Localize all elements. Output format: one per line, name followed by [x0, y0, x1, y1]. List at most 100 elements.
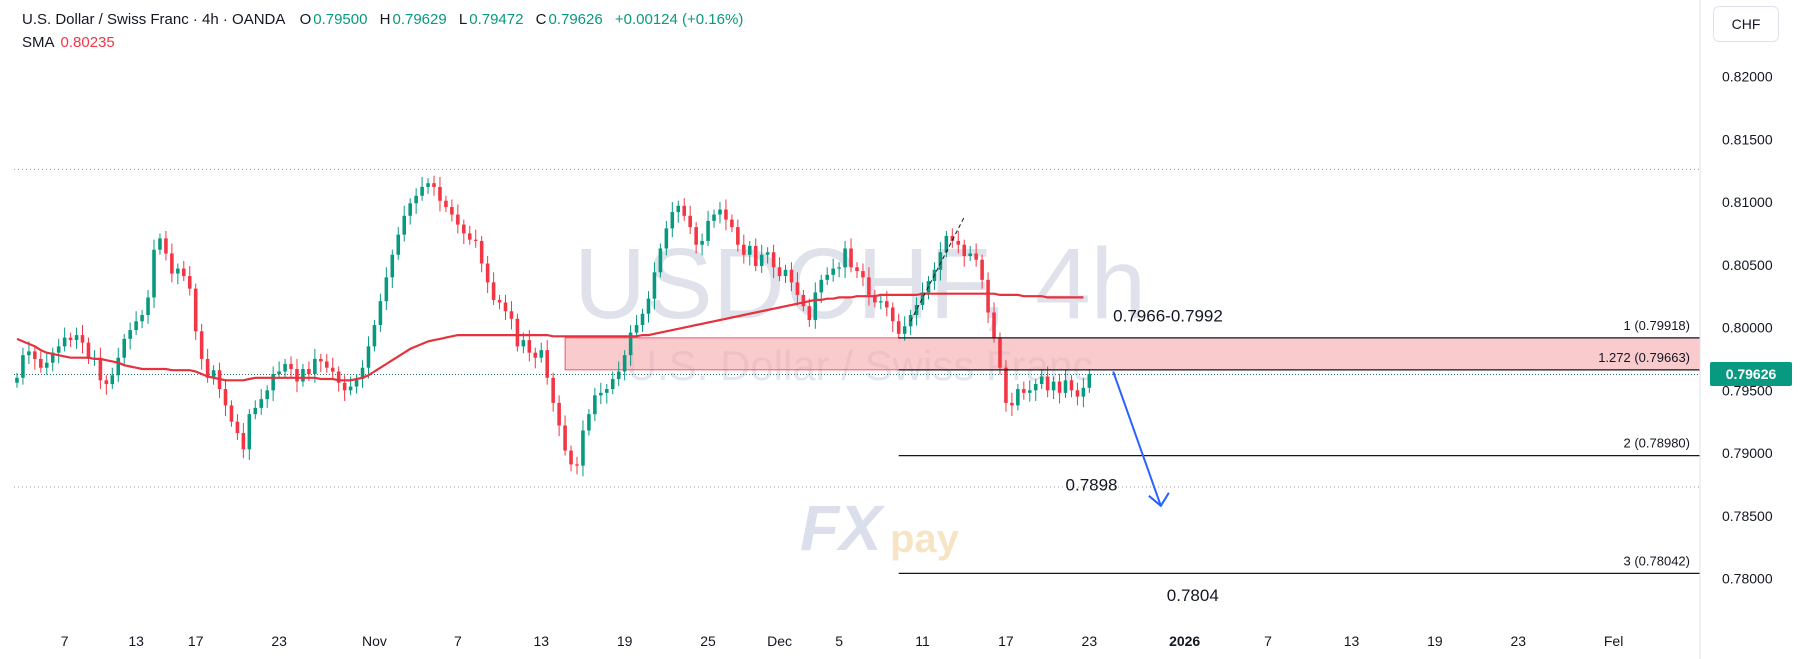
candle-body — [211, 370, 216, 378]
x-tick-label: 17 — [188, 633, 204, 649]
candle-body — [616, 371, 621, 380]
candle-body — [682, 205, 687, 216]
candle-body — [1004, 367, 1008, 403]
candle-body — [247, 414, 252, 450]
candle-body — [563, 425, 567, 451]
candle-body — [336, 371, 341, 383]
candle-body — [1045, 376, 1050, 391]
candle-body — [1039, 376, 1044, 385]
candle-body — [837, 267, 841, 269]
candle-body — [86, 342, 91, 359]
candle-body — [301, 368, 305, 382]
x-tick-label: 23 — [1082, 633, 1098, 649]
candle-body — [277, 371, 281, 374]
candle-body — [634, 325, 639, 333]
fib-level-label: 3 (0.78042) — [1624, 553, 1691, 568]
candle-body — [98, 357, 103, 381]
candle-body — [384, 277, 389, 302]
candle-body — [515, 318, 520, 347]
y-tick-label: 0.80000 — [1722, 320, 1773, 336]
candle-body — [414, 195, 418, 204]
candle-body — [980, 259, 984, 280]
x-tick-label: 7 — [454, 633, 462, 649]
fib-level-label: 2 (0.78980) — [1624, 436, 1691, 451]
x-tick-label: 19 — [617, 633, 633, 649]
currency-button[interactable]: CHF — [1713, 6, 1779, 42]
candle-body — [444, 200, 448, 208]
candle-body — [885, 301, 889, 308]
candle-body — [74, 335, 79, 341]
change-value: +0.00124 (+0.16%) — [614, 11, 744, 28]
down-arrow — [1112, 371, 1162, 507]
candle-body — [479, 240, 484, 264]
candle-body — [968, 253, 972, 256]
x-tick-label: Nov — [362, 633, 387, 649]
price-axis[interactable]: 0.82000 0.81500 0.81000 0.80500 0.80000 0.795… — [1722, 68, 1773, 586]
candle-body — [843, 248, 847, 268]
candle-body — [759, 254, 764, 267]
sma-path — [16, 292, 1084, 382]
candle-body — [575, 464, 579, 466]
candle-body — [158, 238, 162, 250]
x-tick-label: 19 — [1427, 633, 1443, 649]
candle-body — [801, 294, 806, 307]
candle-body — [319, 358, 323, 362]
x-tick-label: 7 — [1264, 633, 1272, 649]
candle-body — [527, 340, 532, 353]
candle-body — [545, 350, 549, 378]
candle-body — [896, 321, 901, 334]
candle-body — [104, 380, 109, 385]
candle-body — [694, 227, 698, 245]
candle-body — [402, 215, 407, 235]
candle-body — [432, 183, 436, 187]
candle-body — [313, 358, 317, 374]
candle-body — [116, 357, 121, 376]
candle-body — [795, 282, 800, 295]
sma-label: SMA — [22, 34, 55, 51]
candle-body — [21, 355, 25, 378]
candle-body — [170, 253, 174, 274]
candle-body — [366, 346, 371, 368]
candle-body — [1051, 381, 1056, 391]
y-tick-label: 0.78500 — [1722, 508, 1773, 524]
candle-body — [944, 235, 949, 253]
candle-body — [152, 249, 156, 298]
x-tick-label: 13 — [533, 633, 549, 649]
y-tick-label: 0.81000 — [1722, 194, 1773, 210]
candle-body — [1057, 381, 1062, 393]
legend-sma[interactable]: SMA 0.80235 — [22, 34, 115, 51]
candle-body — [539, 350, 544, 358]
candle-body — [533, 352, 538, 358]
candle-body — [783, 269, 788, 277]
candle-body — [557, 402, 561, 426]
candle-body — [491, 282, 496, 300]
candle-body — [295, 368, 299, 382]
candle-body — [271, 374, 275, 391]
target-label: 0.7966-0.7992 — [1113, 306, 1223, 325]
candle-body — [241, 433, 246, 450]
grid-lines — [14, 168, 1700, 488]
candle-body — [712, 214, 716, 221]
x-tick-label: 25 — [700, 633, 716, 649]
candle-body — [855, 267, 859, 272]
candle-body — [1010, 402, 1014, 406]
candle-body — [551, 377, 555, 403]
candle-body — [438, 186, 442, 201]
candle-body — [819, 279, 824, 293]
legend-ohlc: U.S. Dollar / Swiss Franc · 4h · OANDA O… — [22, 11, 745, 28]
candle-body — [390, 254, 395, 278]
candle-body — [140, 315, 144, 322]
fxpay-logo-watermark: FX pay — [800, 492, 960, 564]
candle-body — [473, 239, 478, 241]
target-label: 0.7898 — [1066, 476, 1118, 495]
candle-body — [628, 332, 633, 356]
candle-body — [182, 268, 186, 277]
candle-body — [467, 233, 472, 240]
time-axis[interactable]: 7 13 17 23 Nov 7 13 19 25 Dec 5 11 17 23 2026 7 13 19 23 Fe… — [61, 633, 1624, 649]
candle-body — [456, 214, 460, 225]
x-tick-label: 2026 — [1169, 633, 1200, 649]
candle-body — [1063, 380, 1068, 393]
candle-body — [1022, 389, 1026, 393]
candle-body — [503, 302, 508, 312]
